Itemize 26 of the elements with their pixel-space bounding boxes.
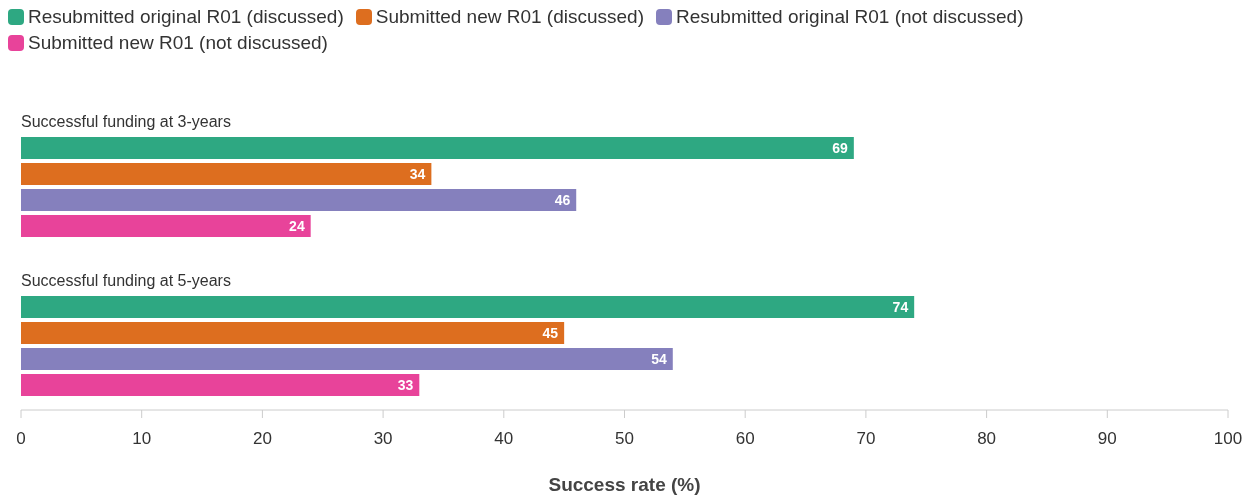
legend-label: Resubmitted original R01 (not discussed) [676, 6, 1024, 28]
data-label: 24 [289, 218, 305, 234]
data-label: 69 [832, 140, 849, 156]
x-tick-label: 90 [1097, 429, 1117, 448]
x-tick-label: 80 [977, 429, 997, 448]
data-label: 74 [892, 299, 909, 315]
legend-label: Resubmitted original R01 (discussed) [28, 6, 344, 28]
x-tick-label: 40 [494, 429, 514, 448]
x-tick-label: 10 [132, 429, 152, 448]
x-tick-label: 30 [373, 429, 393, 448]
data-label: 34 [409, 166, 426, 182]
data-label: 45 [542, 325, 559, 341]
legend-label: Submitted new R01 (not discussed) [28, 32, 328, 54]
x-tick-label: 70 [856, 429, 876, 448]
data-label: 54 [651, 351, 667, 367]
y-tick-label: Successful funding at 3-years [21, 113, 231, 130]
x-tick-label: 50 [615, 429, 634, 448]
x-tick-label: 60 [735, 429, 755, 448]
x-tick-label: 0 [16, 429, 26, 448]
legend-label: Submitted new R01 (discussed) [375, 6, 645, 28]
x-tick-label: 100 [1213, 429, 1243, 448]
data-label: 46 [554, 192, 571, 208]
y-tick-label: Successful funding at 5-years [21, 272, 231, 289]
x-axis-title: Success rate (%) [548, 474, 701, 495]
data-label: 33 [397, 377, 414, 393]
x-tick-label: 20 [252, 429, 272, 448]
